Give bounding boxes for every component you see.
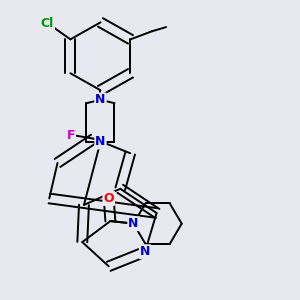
Text: N: N bbox=[128, 217, 139, 230]
Text: F: F bbox=[67, 129, 75, 142]
Text: N: N bbox=[95, 93, 106, 106]
Text: O: O bbox=[103, 192, 114, 205]
Text: N: N bbox=[140, 245, 150, 258]
Text: Cl: Cl bbox=[41, 17, 54, 30]
Text: N: N bbox=[95, 135, 106, 148]
